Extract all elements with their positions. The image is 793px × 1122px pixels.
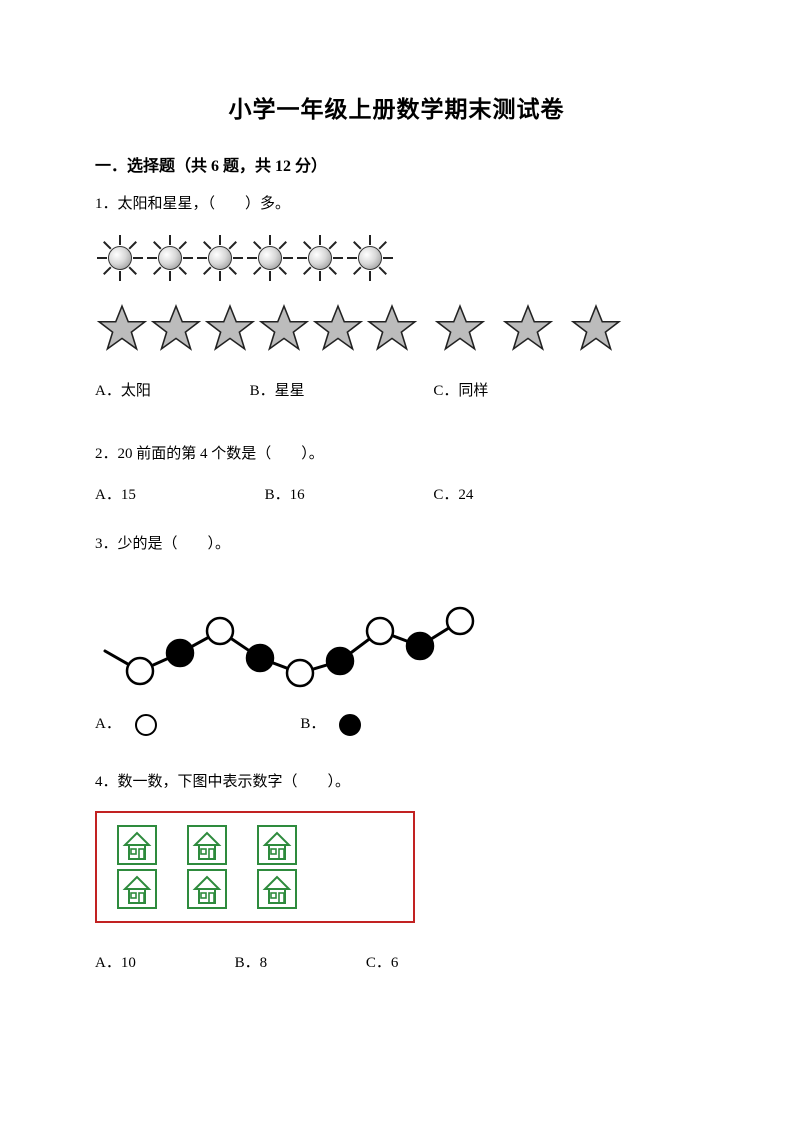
q3-option-b-label: B． — [300, 716, 325, 732]
q1-stars-row — [95, 303, 698, 353]
q2-text: 2．20 前面的第 4 个数是（ ）。 — [95, 444, 698, 465]
q2-option-c[interactable]: C．24 — [433, 483, 473, 504]
q3-beads-graphic — [95, 573, 698, 702]
q4-option-b[interactable]: B．8 — [235, 951, 268, 972]
circle-outline-icon — [135, 714, 157, 736]
star-icon — [149, 303, 203, 353]
star-icon — [433, 303, 487, 353]
star-icon — [257, 303, 311, 353]
house-icon — [257, 869, 297, 909]
q1-option-c[interactable]: C．同样 — [433, 379, 488, 400]
q2-option-b[interactable]: B．16 — [265, 483, 305, 504]
q3-text: 3．少的是（ ）。 — [95, 534, 698, 555]
q4-option-a[interactable]: A．10 — [95, 951, 136, 972]
q3-option-a-label: A． — [95, 716, 121, 732]
star-icon — [569, 303, 623, 353]
sun-icon — [95, 233, 145, 283]
house-icon — [187, 825, 227, 865]
q4-option-c[interactable]: C．6 — [366, 951, 399, 972]
house-icon — [117, 869, 157, 909]
star-icon — [311, 303, 365, 353]
sun-icon — [145, 233, 195, 283]
q1-option-b[interactable]: B．星星 — [250, 379, 305, 400]
q2-options: A．15 B．16 C．24 — [95, 483, 698, 504]
q3-option-b[interactable]: B． — [300, 712, 361, 736]
section-header: 一．选择题（共 6 题，共 12 分） — [95, 152, 698, 176]
star-icon — [95, 303, 149, 353]
star-icon — [203, 303, 257, 353]
sun-icon — [245, 233, 295, 283]
house-row-2 — [117, 869, 401, 909]
q3-options: A． B． — [95, 712, 698, 736]
sun-icon — [345, 233, 395, 283]
house-row-1 — [117, 825, 401, 865]
q1-text: 1．太阳和星星，（ ）多。 — [95, 194, 698, 215]
house-icon — [187, 869, 227, 909]
q1-options: A．太阳 B．星星 C．同样 — [95, 379, 698, 400]
house-icon — [257, 825, 297, 865]
beads-icon — [95, 583, 485, 693]
sun-icon — [295, 233, 345, 283]
q1-option-a[interactable]: A．太阳 — [95, 379, 151, 400]
worksheet-page: 小学一年级上册数学期末测试卷 一．选择题（共 6 题，共 12 分） 1．太阳和… — [0, 0, 793, 972]
page-title: 小学一年级上册数学期末测试卷 — [95, 90, 698, 124]
sun-icon — [195, 233, 245, 283]
star-icon — [501, 303, 555, 353]
circle-filled-icon — [339, 714, 361, 736]
q4-options: A．10 B．8 C．6 — [95, 951, 698, 972]
q3-option-a[interactable]: A． — [95, 712, 157, 736]
star-icon — [365, 303, 419, 353]
q4-house-box — [95, 811, 415, 923]
q1-suns-row — [95, 233, 698, 283]
q2-option-a[interactable]: A．15 — [95, 483, 136, 504]
q4-text: 4．数一数，下图中表示数字（ ）。 — [95, 772, 698, 793]
house-icon — [117, 825, 157, 865]
